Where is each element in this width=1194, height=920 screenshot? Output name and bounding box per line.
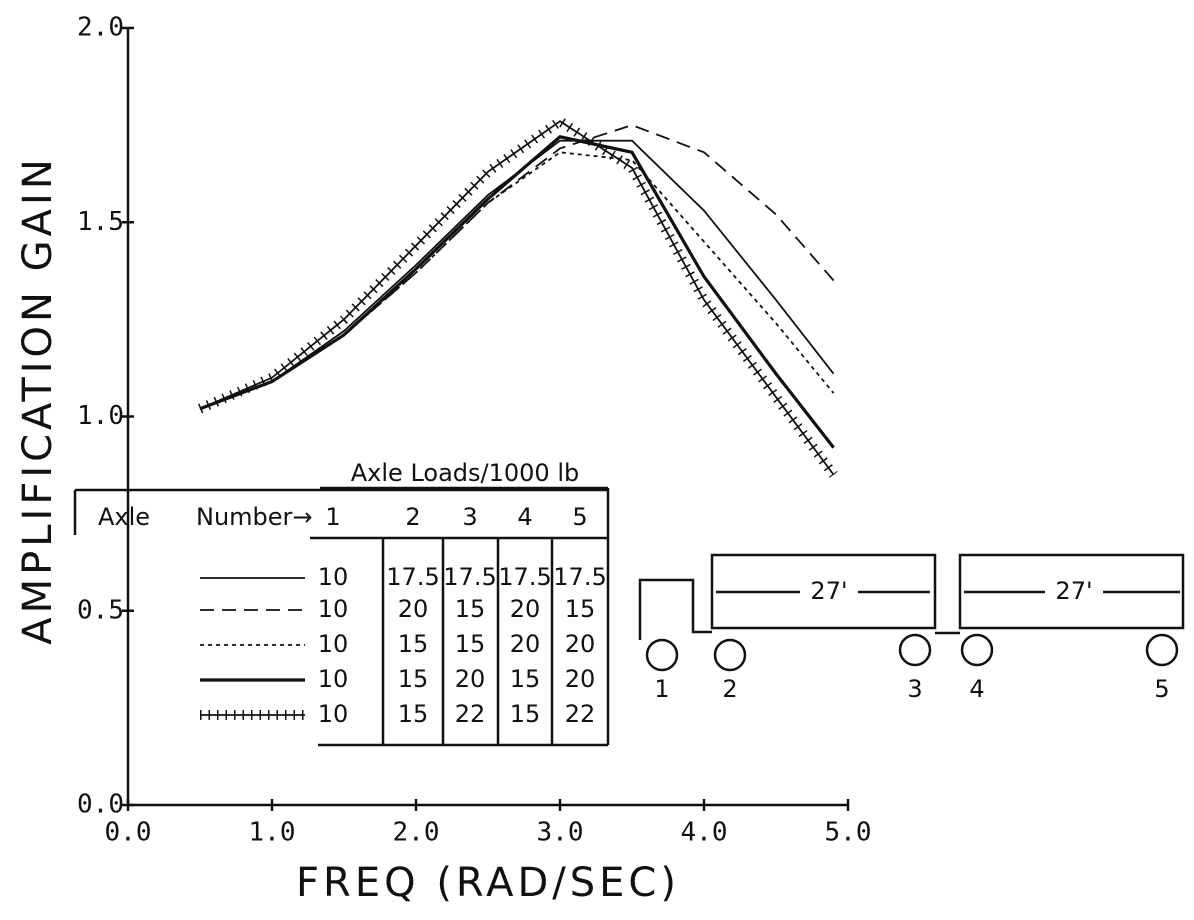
dimension-label: 27' (810, 577, 847, 605)
wheel (898, 633, 932, 667)
y-tick-label: 0.5 (77, 595, 124, 625)
wheel (713, 638, 747, 672)
truck-diagram (638, 553, 1185, 672)
table-cell: 20 (455, 665, 486, 693)
x-tick-label: 2.0 (393, 818, 440, 848)
table-cell: 22 (565, 700, 596, 728)
table-cell: 22 (455, 700, 486, 728)
wheel (1145, 633, 1179, 667)
x-tick-label: 4.0 (681, 818, 728, 848)
x-tick-label: 5.0 (825, 818, 872, 848)
table-column-header: 2 (405, 503, 420, 531)
trailer (958, 553, 1185, 630)
series-line (199, 151, 835, 410)
table-cell: 15 (510, 665, 541, 693)
x-axis-title: FREQ (RAD/SEC) (296, 860, 680, 906)
table-title: Axle Loads/1000 lb (351, 459, 579, 487)
y-tick-label: 2.0 (77, 13, 124, 43)
table-cell: 20 (565, 665, 596, 693)
x-tick-label: 0.0 (105, 818, 152, 848)
series-line (199, 135, 835, 449)
axle-number: 1 (654, 675, 669, 703)
table-cell: 17.5 (553, 563, 606, 591)
table-column-header: 5 (572, 503, 587, 531)
y-tick-label: 0.0 (77, 790, 124, 820)
axle-number: 4 (969, 675, 984, 703)
table-cell: 15 (455, 630, 486, 658)
y-tick-label: 1.0 (77, 401, 124, 431)
table-cell: 20 (510, 595, 541, 623)
table-column-header: 4 (517, 503, 532, 531)
y-axis-title: AMPLIFICATION GAIN (15, 155, 61, 645)
table-cell: 10 (318, 595, 349, 623)
table-cell: 15 (455, 595, 486, 623)
table-cell: 17.5 (498, 563, 551, 591)
table-cell: 17.5 (386, 563, 439, 591)
table-cell: 15 (398, 630, 429, 658)
table-column-header: 1 (325, 503, 340, 531)
table-cell: 20 (565, 630, 596, 658)
axle-number: 2 (722, 675, 737, 703)
wheel (960, 633, 994, 667)
wheel (645, 638, 679, 672)
table-cell: 10 (318, 665, 349, 693)
table-cell: 10 (318, 563, 349, 591)
table-header: Axle (98, 503, 150, 531)
table-cell: 10 (318, 630, 349, 658)
x-tick-label: 3.0 (537, 818, 584, 848)
table-header: Number→ (196, 503, 313, 531)
x-tick-label: 1.0 (249, 818, 296, 848)
trailer (710, 553, 937, 630)
table-cell: 10 (318, 700, 349, 728)
table-column-header: 3 (462, 503, 477, 531)
table-cell: 15 (565, 595, 596, 623)
table-cell: 17.5 (443, 563, 496, 591)
axle-number: 3 (907, 675, 922, 703)
table-cell: 15 (398, 700, 429, 728)
table-cell: 20 (510, 630, 541, 658)
table-cell: 15 (510, 700, 541, 728)
table-cell: 20 (398, 595, 429, 623)
series-line (199, 120, 835, 476)
tractor (638, 578, 712, 640)
legend-table: Axle Loads/1000 lb Axle Number→ (73, 459, 610, 747)
dimension-label: 27' (1055, 577, 1092, 605)
axle-number: 5 (1154, 675, 1169, 703)
table-cell: 15 (398, 665, 429, 693)
y-tick-label: 1.5 (77, 207, 124, 237)
